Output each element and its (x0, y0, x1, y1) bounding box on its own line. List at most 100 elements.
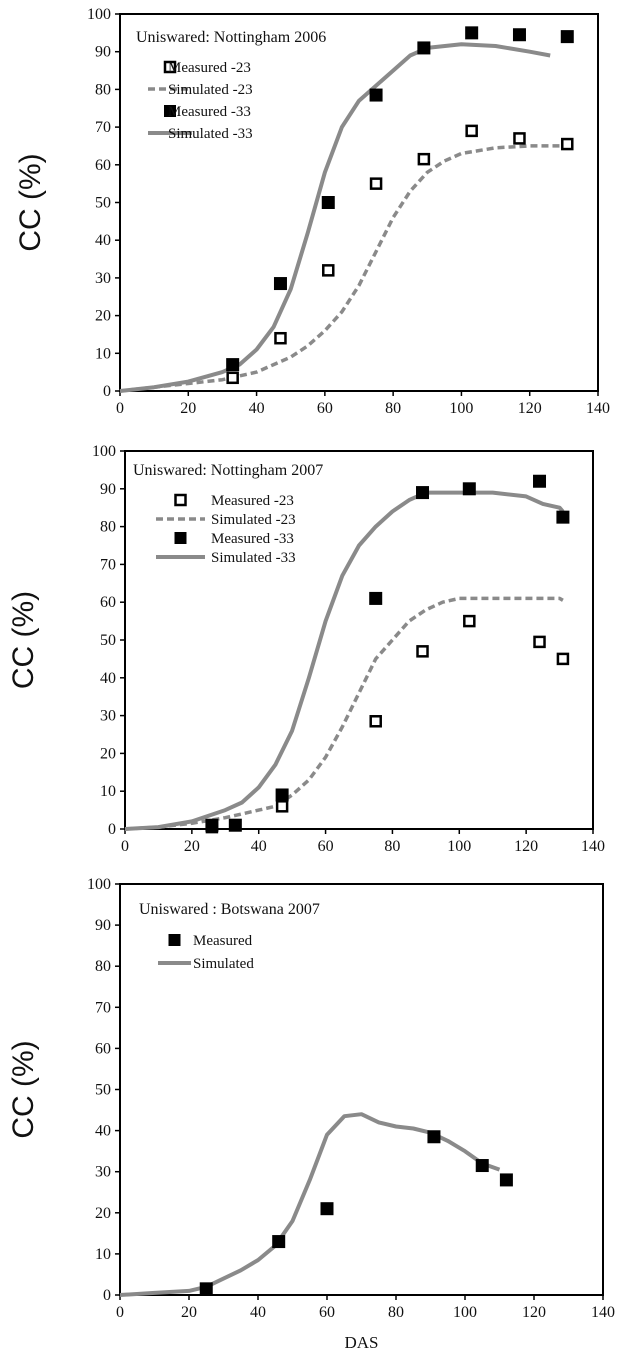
x-tick-label: 140 (581, 838, 605, 855)
x-axis-label: DAS (344, 1333, 378, 1352)
data-point-open-square (274, 331, 287, 345)
y-tick-label: 80 (95, 958, 111, 975)
x-tick-label: 0 (116, 1304, 124, 1321)
legend-label: Simulated (193, 956, 254, 972)
legend-label: Simulated -23 (211, 512, 296, 528)
legend-label: Measured -23 (211, 493, 294, 509)
data-point-open-square (463, 614, 476, 628)
legend-label: Simulated -33 (211, 550, 296, 566)
data-point-filled-square (205, 818, 219, 832)
data-point-filled-square (272, 1235, 286, 1249)
data-point-filled-square (226, 358, 240, 372)
y-tick-label: 60 (95, 157, 111, 174)
series-line-dashed (124, 596, 564, 831)
data-point-filled-square (462, 482, 476, 496)
data-point-open-square (513, 132, 526, 145)
data-point-filled-square (512, 28, 526, 42)
y-axis-label: CC (%) (14, 153, 47, 251)
data-point-open-square (226, 371, 239, 385)
y-axis-label: CC (%) (7, 1040, 40, 1138)
series-line-solid (124, 490, 565, 831)
data-point-filled-square (427, 1130, 441, 1144)
x-tick-label: 60 (319, 1304, 335, 1321)
y-axis-label: CC (%) (7, 591, 40, 689)
y-tick-label: 0 (103, 1287, 111, 1304)
x-tick-label: 60 (318, 838, 334, 855)
chart-title: Uniswared: Nottingham 2007 (133, 462, 323, 479)
y-tick-label: 0 (108, 821, 116, 838)
x-tick-label: 120 (514, 838, 538, 855)
data-point-open-square (369, 715, 382, 728)
x-tick-label: 20 (181, 1304, 197, 1321)
data-point-filled-square (275, 788, 289, 802)
y-tick-label: 80 (100, 519, 116, 536)
legend-marker-filled-square (164, 105, 176, 117)
y-tick-label: 20 (95, 308, 111, 325)
data-point-open-square (416, 645, 429, 658)
chart-panel-3: 0 10 20 30 40 50 60 70 80 90 100 0 20 40 60 80 100 120 140… (7, 876, 615, 1352)
data-point-filled-square (320, 1202, 334, 1216)
x-tick-label: 140 (591, 1304, 615, 1321)
chart-title: Uniswared: Nottingham 2006 (136, 29, 326, 46)
y-tick-label: 50 (95, 195, 111, 212)
legend-label: Measured -33 (211, 531, 294, 547)
data-point-open-square (369, 177, 383, 190)
data-point-open-square (561, 137, 574, 151)
series-line-dashed (119, 144, 572, 393)
data-point-open-square (533, 635, 546, 649)
chart-panel-1: 0 10 20 30 40 50 60 70 80 90 100 0 20 40 60 80 100 120 140… (14, 6, 610, 417)
data-point-filled-square (199, 1282, 213, 1296)
x-tick-label: 80 (384, 838, 400, 855)
data-point-filled-square (465, 26, 479, 40)
y-tick-label: 100 (92, 443, 116, 460)
y-tick-label: 60 (100, 594, 116, 611)
y-tick-label: 30 (100, 708, 116, 725)
data-point-filled-square (369, 88, 383, 102)
x-tick-label: 40 (251, 838, 267, 855)
data-point-filled-square (533, 474, 547, 488)
x-tick-label: 100 (447, 838, 471, 855)
data-point-filled-square (416, 486, 430, 500)
x-tick-label: 20 (184, 838, 200, 855)
data-point-filled-square (369, 591, 383, 605)
data-point-filled-square (273, 277, 287, 291)
legend-label: Simulated -33 (168, 126, 253, 142)
data-point-open-square (275, 800, 289, 813)
legend-label: Measured (193, 933, 253, 949)
y-tick-label: 70 (100, 556, 116, 573)
data-point-filled-square (556, 510, 570, 524)
data-point-filled-square (228, 818, 242, 832)
y-tick-label: 100 (87, 6, 111, 23)
legend-label: Measured -33 (168, 104, 251, 120)
x-tick-label: 140 (586, 400, 610, 417)
x-tick-label: 60 (317, 400, 333, 417)
y-tick-label: 60 (95, 1040, 111, 1057)
y-tick-label: 30 (95, 270, 111, 287)
y-tick-label: 100 (87, 876, 111, 893)
y-tick-label: 30 (95, 1164, 111, 1181)
y-tick-label: 90 (95, 917, 111, 934)
x-tick-label: 80 (388, 1304, 404, 1321)
y-tick-label: 80 (95, 81, 111, 98)
y-tick-label: 90 (100, 481, 116, 498)
y-tick-label: 70 (95, 999, 111, 1016)
data-point-open-square (556, 652, 570, 666)
y-tick-label: 20 (100, 745, 116, 762)
legend-label: Simulated -23 (168, 82, 253, 98)
x-tick-label: 120 (518, 400, 542, 417)
legend-label: Measured -23 (168, 60, 251, 76)
y-tick-label: 0 (103, 383, 111, 400)
data-point-open-square (465, 124, 478, 138)
data-point-filled-square (560, 30, 574, 44)
y-tick-label: 10 (95, 1246, 111, 1263)
x-tick-label: 20 (180, 400, 196, 417)
x-tick-label: 80 (385, 400, 401, 417)
y-tick-label: 50 (100, 632, 116, 649)
x-tick-label: 0 (116, 400, 124, 417)
data-point-open-square (417, 152, 431, 166)
x-tick-label: 40 (250, 1304, 266, 1321)
plot-frame (124, 450, 594, 830)
y-tick-label: 40 (100, 670, 116, 687)
chart-panel-2: 0 10 20 30 40 50 60 70 80 90 100 0 20 40 60 80 100 120 140… (7, 443, 605, 855)
